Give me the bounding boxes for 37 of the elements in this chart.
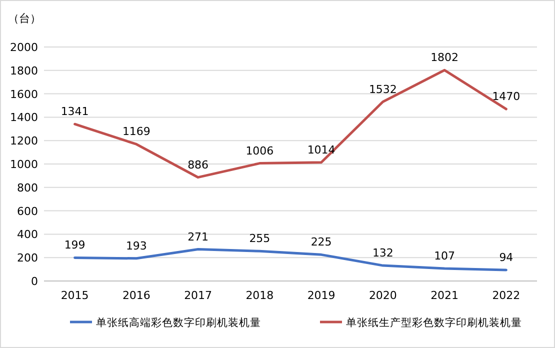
legend-label: 单张纸生产型彩色数字印刷机装机量: [346, 316, 522, 329]
x-tick-label: 2022: [492, 289, 520, 302]
y-tick-label: 200: [17, 252, 38, 265]
data-label: 94: [499, 251, 514, 264]
data-label: 271: [188, 230, 209, 244]
x-tick-label: 2021: [430, 289, 459, 302]
data-label: 255: [249, 232, 270, 246]
x-tick-label: 2016: [122, 289, 150, 302]
y-tick-label: 1800: [10, 64, 38, 78]
x-tick-label: 2015: [60, 289, 89, 302]
data-label: 1802: [430, 51, 459, 64]
data-label: 193: [126, 239, 147, 252]
x-tick-label: 2019: [307, 289, 336, 302]
data-label: 1169: [122, 125, 150, 138]
y-tick-label: 1000: [10, 158, 38, 171]
legend-label: 单张纸高端彩色数字印刷机装机量: [96, 316, 261, 329]
data-label: 1532: [368, 82, 397, 96]
y-tick-label: 2000: [10, 41, 38, 54]
y-tick-label: 400: [17, 228, 38, 242]
x-tick-label: 2020: [368, 289, 397, 302]
y-tick-label: 1400: [10, 111, 38, 124]
y-tick-label: 1600: [10, 88, 38, 101]
x-tick-label: 2018: [246, 289, 274, 302]
data-label: 132: [372, 246, 394, 260]
y-tick-label: 600: [17, 204, 38, 218]
data-label: 1470: [492, 90, 520, 104]
x-tick-label: 2017: [184, 289, 212, 302]
y-tick-label: 0: [31, 275, 38, 288]
y-axis-title: （台）: [8, 12, 41, 25]
data-label: 1341: [60, 105, 89, 118]
y-tick-label: 1200: [10, 134, 38, 148]
y-tick-label: 800: [17, 181, 38, 194]
data-label: 107: [434, 249, 456, 262]
data-label: 886: [188, 158, 209, 172]
data-label: 225: [310, 236, 332, 249]
data-label: 1006: [246, 144, 274, 158]
data-label: 199: [64, 238, 86, 252]
